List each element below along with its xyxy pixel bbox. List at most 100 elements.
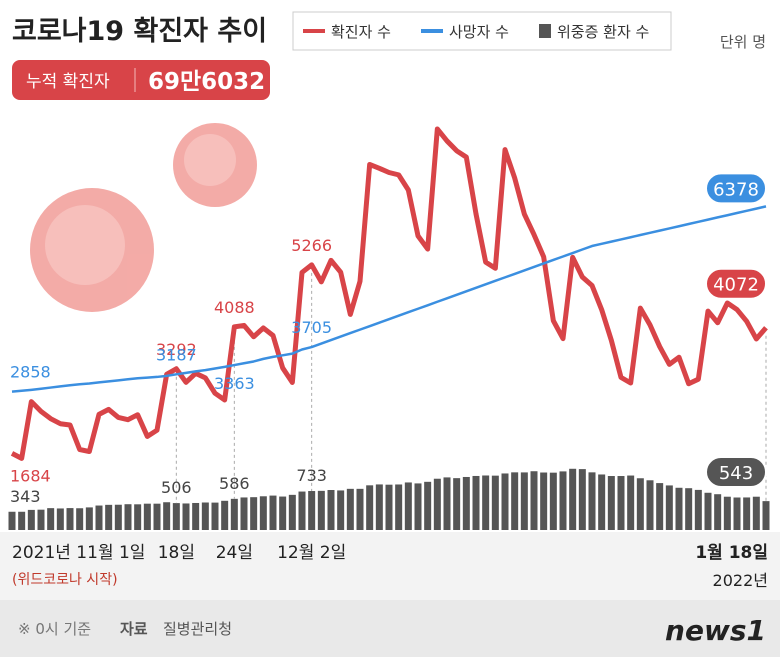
bar bbox=[743, 497, 751, 530]
bar bbox=[221, 500, 229, 530]
total-label: 누적 확진자 bbox=[26, 72, 110, 92]
value-pill bbox=[705, 267, 767, 300]
total-value: 69만6032 bbox=[148, 69, 265, 95]
bar bbox=[259, 496, 267, 530]
bar bbox=[501, 473, 509, 530]
bar bbox=[598, 474, 606, 530]
bar bbox=[327, 490, 335, 530]
value-label: 4088 bbox=[214, 298, 255, 317]
bar bbox=[182, 503, 190, 530]
bar bbox=[511, 472, 519, 530]
source: 질병관리청 bbox=[163, 620, 232, 638]
bar bbox=[414, 483, 422, 530]
series-line bbox=[11, 205, 767, 393]
bar bbox=[230, 498, 238, 530]
bar bbox=[762, 501, 770, 530]
bar bbox=[617, 476, 625, 530]
value-label: 2858 bbox=[10, 363, 51, 382]
virus-decoration bbox=[30, 123, 257, 312]
bar bbox=[124, 504, 132, 530]
value-label: 343 bbox=[10, 487, 41, 506]
bar bbox=[675, 487, 683, 530]
bar bbox=[685, 488, 693, 530]
bar bbox=[491, 475, 499, 530]
bar bbox=[153, 503, 161, 530]
bar bbox=[143, 503, 151, 530]
x-tick-label: 12월 2일 bbox=[277, 543, 346, 563]
value-pill bbox=[705, 172, 767, 205]
value-label: 1684 bbox=[10, 466, 51, 485]
bar bbox=[752, 496, 760, 530]
bar bbox=[201, 502, 209, 530]
bar bbox=[211, 502, 219, 530]
bar bbox=[105, 504, 113, 530]
bar bbox=[114, 504, 122, 530]
bar bbox=[656, 483, 664, 530]
bar bbox=[76, 508, 84, 530]
bar bbox=[56, 508, 64, 530]
legend-label: 사망자 수 bbox=[449, 23, 509, 41]
x-tick-label: 24일 bbox=[216, 543, 253, 563]
bar bbox=[472, 475, 480, 530]
bar bbox=[704, 492, 712, 530]
value-label: 5266 bbox=[291, 236, 332, 255]
bar bbox=[569, 468, 577, 530]
bar bbox=[578, 469, 586, 530]
bar bbox=[192, 502, 200, 530]
bar bbox=[163, 502, 171, 530]
bar bbox=[346, 488, 354, 530]
bar bbox=[404, 482, 412, 530]
bar bbox=[95, 505, 103, 530]
bar bbox=[646, 480, 654, 530]
bar bbox=[298, 491, 306, 530]
series-line bbox=[10, 126, 768, 461]
bar bbox=[337, 490, 345, 530]
value-label: 3363 bbox=[214, 374, 255, 393]
bar bbox=[433, 478, 441, 530]
value-label: 506 bbox=[161, 478, 192, 497]
total-pill bbox=[12, 60, 270, 100]
bar bbox=[559, 471, 567, 530]
bar bbox=[694, 489, 702, 530]
bar bbox=[723, 496, 731, 530]
bar bbox=[27, 509, 35, 530]
bar bbox=[588, 472, 596, 530]
axis-band bbox=[0, 532, 780, 600]
bar bbox=[395, 484, 403, 530]
value-label: 6378 bbox=[713, 179, 759, 200]
legend-label: 확진자 수 bbox=[331, 23, 391, 41]
bar bbox=[375, 484, 383, 530]
legend bbox=[292, 11, 672, 51]
title: 코로나19 확진자 추이 bbox=[12, 16, 267, 47]
bar bbox=[443, 477, 451, 530]
legend-label: 위중증 환자 수 bbox=[557, 23, 649, 41]
bar bbox=[482, 475, 490, 530]
value-label: 4072 bbox=[713, 275, 759, 296]
bar bbox=[733, 497, 741, 530]
bar bbox=[636, 478, 644, 530]
bar bbox=[627, 475, 635, 530]
bar bbox=[366, 485, 374, 530]
bar bbox=[453, 478, 461, 530]
bar bbox=[462, 476, 470, 530]
bar bbox=[385, 484, 393, 530]
bar bbox=[424, 481, 432, 530]
bar bbox=[356, 488, 364, 530]
bar bbox=[288, 494, 296, 530]
value-label: 733 bbox=[296, 466, 327, 485]
bar bbox=[530, 471, 538, 530]
bar bbox=[47, 508, 55, 530]
year-label: 2022년 bbox=[713, 571, 768, 590]
value-label: 3187 bbox=[156, 345, 197, 364]
logo: news1 bbox=[665, 614, 766, 647]
bar bbox=[269, 495, 277, 530]
value-label: 543 bbox=[719, 463, 753, 484]
legend-swatch bbox=[539, 24, 551, 38]
bar bbox=[540, 472, 548, 530]
bar bbox=[520, 472, 528, 530]
value-pill bbox=[705, 456, 767, 488]
bar bbox=[279, 496, 287, 530]
value-label: 586 bbox=[219, 474, 250, 493]
value-label: 3292 bbox=[156, 340, 197, 359]
